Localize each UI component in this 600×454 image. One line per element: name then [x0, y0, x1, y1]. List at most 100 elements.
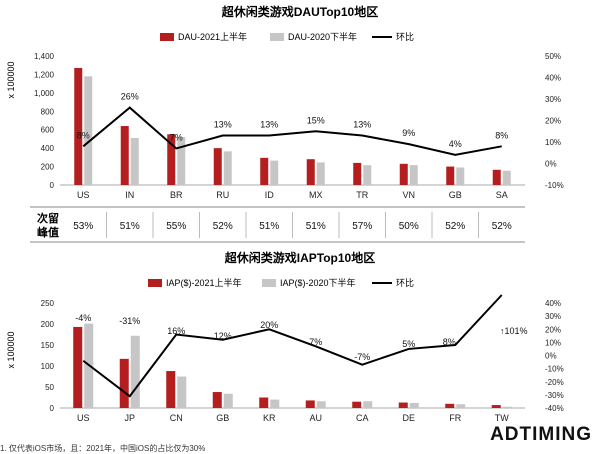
chart-2-bar-previous-GB — [223, 393, 233, 408]
chart-2-y-tick: 50 — [45, 383, 54, 392]
chart-1-line-label: 13% — [353, 120, 371, 130]
chart-1-y-tick: 200 — [41, 163, 55, 172]
retention-value: 52% — [445, 221, 465, 232]
chart-2-bar-previous-CA — [363, 401, 373, 408]
chart-1-y2-tick: 50% — [545, 52, 561, 61]
chart-2-y2-tick: 40% — [545, 299, 561, 308]
chart-1-y-tick: 800 — [41, 107, 55, 116]
chart-1-y-tick: 600 — [41, 126, 55, 135]
chart-2-y-tick: 0 — [50, 404, 55, 413]
chart-2-x-tick: FR — [449, 413, 461, 423]
chart-2-x-tick: GB — [216, 413, 229, 423]
chart-1-bar-current-US — [74, 67, 83, 185]
chart-2-bar-current-FR — [445, 403, 455, 408]
retention-value: 51% — [259, 221, 279, 232]
chart-2-line-label: -4% — [75, 313, 91, 323]
chart-1-x-tick: TR — [356, 190, 368, 200]
chart-1-bar-current-GB — [446, 166, 455, 185]
chart-1-legend-current-label: DAU-2021上半年 — [178, 31, 247, 42]
chart-2-y2-tick: 30% — [545, 312, 561, 321]
chart-2-y-tick: 250 — [41, 299, 55, 308]
chart-2-legend-previous-label: IAP($)-2020下半年 — [280, 277, 356, 288]
chart-2-bar-current-KR — [259, 397, 269, 408]
chart-2-line-label: 8% — [443, 337, 456, 347]
chart-1-y2-tick: -10% — [545, 181, 564, 190]
chart-1-bar-current-ID — [260, 157, 269, 185]
chart-2-legend-previous-swatch — [262, 279, 276, 287]
chart-2-x-tick: DE — [402, 413, 415, 423]
chart-1-x-tick: VN — [402, 190, 415, 200]
chart-2-bar-current-GB — [212, 392, 222, 408]
chart-1-bar-current-IN — [120, 126, 129, 185]
chart-1-bar-previous-SA — [502, 170, 511, 185]
chart-2-line-label: 7% — [309, 337, 322, 347]
chart-1-x-tick: ID — [265, 190, 275, 200]
chart-2-x-tick: CN — [170, 413, 183, 423]
chart-1-legend-line-label: 环比 — [396, 31, 414, 42]
retention-table: 次留 峰值 53% 51% 55% 52% 51% 51% 57% 50% 52% 52% — [30, 206, 525, 243]
chart-2-bar-previous-CN — [177, 376, 187, 408]
chart-1-bar-previous-VN — [409, 165, 418, 185]
retention-value: 53% — [73, 221, 93, 232]
chart-1-line-label: 8% — [495, 130, 508, 140]
chart-2-y2-tick: -20% — [545, 378, 564, 387]
chart-1-line-label: 9% — [402, 128, 415, 138]
chart-2-y2-tick: -40% — [545, 404, 564, 413]
chart-1-bar-previous-US — [84, 76, 93, 185]
chart-2-x-tick: JP — [124, 413, 135, 423]
retention-value: 55% — [166, 221, 186, 232]
chart-2-bar-current-AU — [305, 400, 315, 408]
chart-2-y-tick: 150 — [41, 341, 55, 350]
chart-1-legend: DAU-2021上半年 DAU-2020下半年 环比 — [160, 31, 414, 42]
retention-value: 51% — [120, 221, 140, 232]
chart-1-y-tick: 400 — [41, 144, 55, 153]
chart-1-bar-previous-RU — [223, 151, 232, 185]
chart-1-title: 超休闲类游戏DAUTop10地区 — [221, 4, 378, 19]
chart-2-bar-current-CA — [352, 401, 362, 408]
retention-label-line-2: 峰值 — [37, 225, 59, 239]
chart-2-bar-previous-KR — [270, 399, 280, 408]
adtiming-logo: ADTI MING — [490, 424, 592, 446]
chart-2-line-series — [82, 294, 503, 398]
chart-1-y2-tick: 40% — [545, 74, 561, 83]
chart-1-y-tick: 1,200 — [34, 70, 55, 79]
logo-text-left: ADTI — [490, 424, 539, 445]
retention-value: 52% — [213, 221, 233, 232]
chart-1-line-label: 8% — [77, 130, 90, 140]
chart-1-y2-tick: 0% — [545, 160, 557, 169]
chart-1-bar-current-TR — [353, 162, 362, 185]
chart-1-bar-previous-TR — [363, 165, 372, 185]
chart-1-y-tick: 1,400 — [34, 52, 55, 61]
chart-2-line-label: 20% — [260, 320, 278, 330]
chart-1-legend-previous-label: DAU-2020下半年 — [288, 31, 357, 42]
chart-1-bar-current-SA — [492, 169, 501, 185]
chart-2-x-tick: AU — [309, 413, 322, 423]
chart-2-x-tick: KR — [263, 413, 276, 423]
chart-1-x-tick: MX — [309, 190, 323, 200]
chart-1-bar-previous-BR — [177, 137, 186, 185]
chart-1-y2-tick: 30% — [545, 95, 561, 104]
chart-2-x-tick: TW — [495, 413, 509, 423]
chart-2-line-label: ↑101% — [500, 326, 528, 336]
chart-1-bar-previous-IN — [130, 138, 139, 185]
chart-1-bar-current-RU — [213, 148, 222, 185]
chart-1-line-label: 4% — [449, 139, 462, 149]
chart-2-legend-line-label: 环比 — [396, 277, 414, 288]
chart-2-legend-current-swatch — [148, 279, 162, 287]
chart-2-x-tick: CA — [356, 413, 369, 423]
chart-1-x-tick: SA — [496, 190, 508, 200]
chart-1-y2-tick: 20% — [545, 117, 561, 126]
chart-2-legend: IAP($)-2021上半年 IAP($)-2020下半年 环比 — [148, 277, 414, 288]
chart-2-line-label: -7% — [354, 352, 370, 362]
chart-1-y-tick: 1,000 — [34, 89, 55, 98]
chart-2-line-label: -31% — [119, 316, 140, 326]
chart-1-y2-tick: 10% — [545, 138, 561, 147]
retention-value: 57% — [352, 221, 372, 232]
chart-1-bar-current-MX — [306, 159, 315, 185]
chart-1-x-tick: BR — [170, 190, 183, 200]
chart-2-ylabel: x 100000 — [6, 331, 16, 368]
chart-2-bar-current-US — [73, 326, 83, 408]
chart-1-line-label: 7% — [170, 132, 183, 142]
chart-2-bar-previous-JP — [130, 335, 140, 408]
